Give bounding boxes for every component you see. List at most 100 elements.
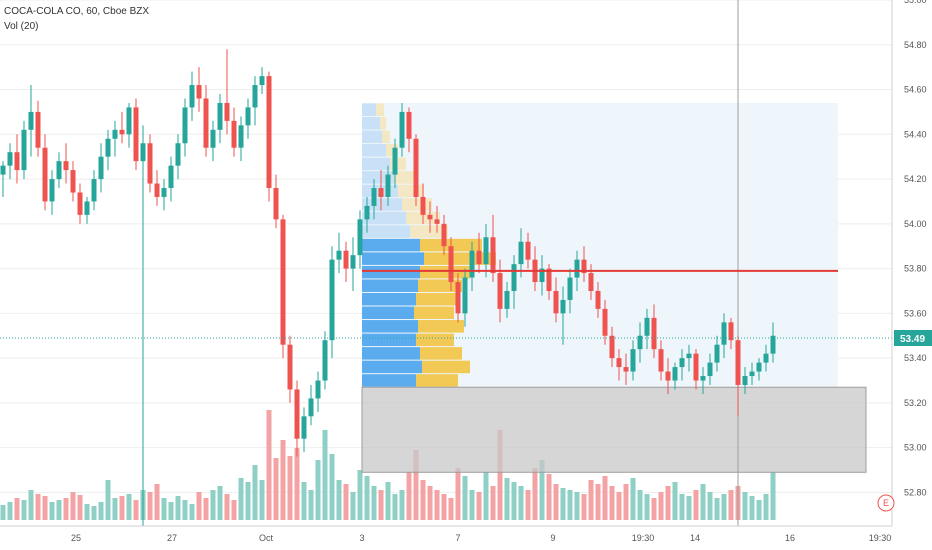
volume-bar <box>322 430 328 520</box>
volume-profile-down-bar <box>414 306 454 320</box>
chart-legend: COCA-COLA CO, 60, Cboe BZX Vol (20) <box>4 4 149 34</box>
candle-body <box>385 174 391 197</box>
last-price-label: 53.49 <box>900 334 925 345</box>
volume-bar <box>567 490 573 520</box>
volume-bar <box>84 504 90 520</box>
volume-bar <box>350 492 356 520</box>
volume-bar <box>343 484 349 520</box>
volume-bar <box>287 456 293 520</box>
candle-body <box>350 255 356 269</box>
volume-bar <box>413 450 419 520</box>
candle-body <box>749 371 755 377</box>
volume-profile-down-bar <box>416 374 458 387</box>
candle-body <box>518 241 524 265</box>
candle-body <box>735 340 741 385</box>
volume-bar <box>252 465 258 520</box>
volume-bar <box>385 482 391 520</box>
earnings-marker-label: E <box>883 498 889 508</box>
candle-body <box>336 250 342 260</box>
volume-profile-down-bar <box>418 279 462 292</box>
candle-body <box>56 161 62 180</box>
candle-body <box>665 371 671 381</box>
volume-bar <box>217 486 223 520</box>
volume-profile-down-bar <box>390 157 406 171</box>
candle-body <box>126 107 132 135</box>
volume-profile-up-bar <box>362 320 418 333</box>
point-of-control <box>0 269 892 339</box>
volume-bar <box>623 484 629 520</box>
candle-body <box>448 246 454 283</box>
volume-profile-up-bar <box>362 103 376 116</box>
volume-bar <box>154 484 160 520</box>
volume-profile-up-bar <box>362 306 414 320</box>
volume-bar <box>161 498 167 520</box>
symbol-title: COCA-COLA CO, 60, Cboe BZX <box>4 6 150 17</box>
volume-bar <box>203 498 209 520</box>
candle-body <box>553 290 559 314</box>
volume-bar <box>483 472 489 520</box>
volume-bar <box>259 480 265 520</box>
gray-zone-rectangle <box>361 386 867 473</box>
volume-bar <box>56 500 62 520</box>
volume-bar <box>294 448 300 520</box>
volume-bar <box>0 505 6 520</box>
volume-bar <box>609 486 615 520</box>
volume-bar <box>511 482 517 520</box>
candle-body <box>392 147 398 175</box>
candle-body <box>119 129 125 135</box>
candle-body <box>91 179 97 202</box>
candle-body <box>168 165 174 189</box>
candle-body <box>728 322 734 341</box>
volume-bar <box>665 486 671 520</box>
candle-body <box>630 349 636 372</box>
volume-bar <box>637 490 643 520</box>
candle-body <box>700 376 706 381</box>
volume-bar <box>14 498 20 520</box>
volume-bar <box>546 474 552 520</box>
volume-profile-up-bar <box>362 225 410 238</box>
price-tick-label: 53.00 <box>904 443 927 453</box>
price-tick-label: 55.00 <box>904 0 927 5</box>
candle-body <box>154 183 160 197</box>
candle-body <box>238 125 244 148</box>
candle-body <box>686 353 692 359</box>
candle-body <box>504 290 510 309</box>
candle-body <box>511 264 517 291</box>
candle-body <box>707 362 713 377</box>
volume-profile-up-bar <box>362 211 406 225</box>
volume-bar <box>658 492 664 520</box>
volume-bar <box>189 504 195 520</box>
overlays <box>361 0 867 526</box>
time-tick-label: 7 <box>455 533 460 543</box>
candle-body <box>28 111 34 130</box>
candle-body <box>693 353 699 381</box>
volume-bar <box>560 488 566 520</box>
volume-profile-down-bar <box>398 184 424 198</box>
candle-body <box>210 129 216 148</box>
volume-bar <box>98 502 104 520</box>
candle-body <box>525 241 531 260</box>
volume-profile-down-bar <box>382 130 390 144</box>
candle-body <box>588 273 594 291</box>
volume-bar <box>182 500 188 520</box>
volume-bar <box>427 486 433 520</box>
price-tick-label: 54.00 <box>904 219 927 229</box>
volume-bar <box>588 480 594 520</box>
volume-bar <box>700 484 706 520</box>
candle-body <box>497 273 503 309</box>
candle-body <box>98 156 104 180</box>
candle-body <box>294 389 300 439</box>
volume-bar <box>469 490 475 520</box>
volume-profile-up-bar <box>362 347 420 360</box>
volume-profile-down-bar <box>422 360 470 374</box>
volume-bar <box>133 500 139 520</box>
candle-body <box>434 219 440 224</box>
candle-body <box>196 85 202 99</box>
earnings-marker <box>877 494 895 512</box>
volume-bar <box>574 492 580 520</box>
price-tick-label: 53.20 <box>904 398 927 408</box>
volume-profile-down-bar <box>416 292 456 306</box>
candle-body <box>161 188 167 197</box>
price-tick-label: 52.80 <box>904 487 927 497</box>
